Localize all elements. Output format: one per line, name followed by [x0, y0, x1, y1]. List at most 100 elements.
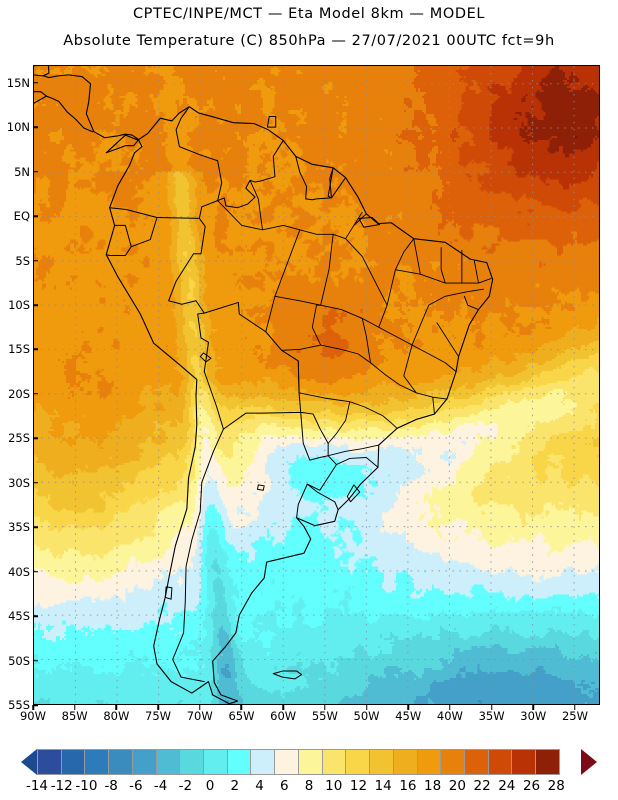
colorbar-tick-label: -6 [129, 778, 143, 794]
colorbar-tick-label: 2 [230, 778, 240, 794]
latitude-tick-label: 45S [8, 609, 30, 624]
longitude-tick-label: 35W [478, 709, 505, 723]
longitude-tick-label: 80W [103, 709, 130, 723]
colorbar-tick-label: 26 [522, 778, 541, 794]
colorbar-cell [250, 749, 276, 775]
colorbar-tick-label: 24 [498, 778, 516, 794]
longitude-tick-label: 40W [436, 709, 463, 723]
longitude-tick-mark [73, 705, 76, 710]
colorbar-cell [60, 749, 86, 775]
colorbar-cell [321, 749, 347, 775]
latitude-tick-label: 30S [8, 475, 30, 490]
longitude-tick-mark [407, 705, 409, 710]
latitude-tick-mark [33, 526, 38, 528]
latitude-tick-mark [33, 570, 38, 573]
colorbar-tick-label: 12 [349, 778, 368, 794]
page-subtitle: Absolute Temperature (C) 850hPa — 27/07/… [63, 33, 555, 49]
latitude-tick-label: 55S [8, 698, 30, 712]
latitude-tick-label: 15N [6, 75, 30, 90]
latitude-tick-mark [33, 659, 38, 662]
colorbar-tick-label: 20 [448, 778, 466, 794]
colorbar-tick-label: 22 [473, 778, 491, 794]
colorbar-tick-label: 4 [255, 778, 264, 794]
colorbar-tick-label: -2 [178, 778, 193, 794]
colorbar-cell [440, 749, 465, 775]
longitude-tick-label: 75W [145, 709, 172, 723]
colorbar-cell [37, 749, 62, 775]
latitude-tick-mark [33, 393, 38, 395]
longitude-tick-label: 55W [311, 709, 338, 723]
latitude-tick-mark [33, 259, 38, 262]
temperature-field [34, 66, 599, 704]
longitude-tick-mark [282, 705, 284, 710]
longitude-tick-label: 90W [19, 709, 46, 723]
latitude-tick-mark [33, 304, 38, 306]
longitude-tick-mark [490, 705, 493, 710]
colorbar-cell [274, 749, 299, 775]
colorbar-cell [84, 749, 110, 775]
latitude-tick-label: 40S [8, 564, 30, 579]
colorbar-tick-label: -4 [153, 778, 168, 794]
colorbar-tick-label: -14 [25, 778, 49, 794]
longitude-tick-mark [365, 705, 368, 710]
latitude-tick-label: 5N [14, 164, 30, 179]
colorbar-cell [392, 749, 418, 775]
longitude-tick-mark [115, 705, 118, 710]
colorbar-cell [369, 749, 394, 775]
longitude-tick-mark [574, 705, 576, 710]
colorbar-tick-label: -10 [75, 778, 98, 794]
latitude-tick-label: EQ [13, 209, 30, 224]
latitude-tick-label: 10N [6, 120, 30, 135]
latitude-tick-label: 50S [8, 653, 30, 668]
colorbar-tick-label: -12 [50, 778, 73, 794]
colorbar-cell [155, 749, 181, 775]
latitude-tick-mark [33, 348, 38, 351]
longitude-tick-mark [324, 705, 326, 710]
colorbar-tick-label: 0 [205, 778, 215, 794]
longitude-tick-mark [157, 705, 159, 710]
map-plot-area [33, 65, 600, 705]
colorbar-cell [416, 749, 442, 775]
latitude-tick-mark [33, 215, 38, 217]
colorbar-tick-label: 16 [399, 778, 417, 794]
longitude-tick-mark [532, 705, 535, 710]
triangle-left-icon [21, 749, 37, 775]
longitude-tick-mark [32, 705, 34, 710]
colorbar-cell [487, 749, 513, 775]
longitude-tick-label: 50W [353, 709, 380, 723]
longitude-tick-label: 65W [228, 709, 255, 723]
latitude-tick-label: 15S [8, 342, 30, 357]
colorbar-tick-label: 14 [374, 778, 392, 794]
colorbar-cell [179, 749, 205, 775]
colorbar-cell [463, 749, 489, 775]
colorbar-tick-label: 6 [279, 778, 289, 794]
colorbar-cell [345, 749, 371, 775]
longitude-tick-label: 70W [186, 709, 213, 723]
colorbar-tick-label: 28 [547, 778, 565, 794]
latitude-tick-label: 35S [8, 520, 30, 535]
longitude-tick-mark [199, 705, 201, 710]
colorbar-tick-label: 8 [304, 778, 314, 794]
colorbar-tick-label: 10 [325, 778, 343, 794]
longitude-tick-label: 45W [395, 709, 422, 723]
longitude-tick-mark [240, 705, 243, 710]
longitude-tick-label: 85W [61, 709, 88, 723]
colorbar-cells [37, 749, 581, 775]
triangle-right-icon [581, 749, 597, 775]
colorbar-cell [226, 749, 252, 775]
latitude-tick-label: 20S [8, 386, 30, 401]
colorbar-tick-label: 18 [424, 778, 442, 794]
longitude-tick-label: 60W [270, 709, 297, 723]
page-title: CPTEC/INPE/MCT — Eta Model 8km — MODEL [132, 6, 486, 22]
latitude-tick-label: 10S [8, 298, 30, 312]
colorbar-cell [535, 749, 560, 775]
colorbar-cell [511, 749, 537, 775]
latitude-tick-mark [33, 482, 38, 484]
longitude-tick-label: 25W [561, 709, 588, 723]
colorbar-cell [131, 749, 157, 775]
latitude-tick-mark [33, 615, 38, 617]
colorbar-cell [108, 749, 133, 775]
colorbar-cell [203, 749, 228, 775]
latitude-tick-label: 25S [8, 431, 30, 446]
